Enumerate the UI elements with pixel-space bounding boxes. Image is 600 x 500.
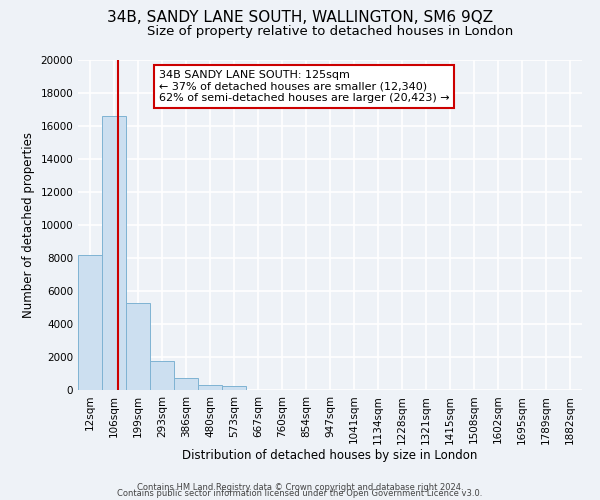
- X-axis label: Distribution of detached houses by size in London: Distribution of detached houses by size …: [182, 449, 478, 462]
- Bar: [78, 254, 102, 390]
- Bar: [222, 386, 246, 390]
- Text: Contains public sector information licensed under the Open Government Licence v3: Contains public sector information licen…: [118, 490, 482, 498]
- Y-axis label: Number of detached properties: Number of detached properties: [22, 132, 35, 318]
- Bar: [150, 361, 174, 390]
- Text: 34B SANDY LANE SOUTH: 125sqm
← 37% of detached houses are smaller (12,340)
62% o: 34B SANDY LANE SOUTH: 125sqm ← 37% of de…: [158, 70, 449, 103]
- Text: Contains HM Land Registry data © Crown copyright and database right 2024.: Contains HM Land Registry data © Crown c…: [137, 484, 463, 492]
- Bar: [102, 116, 126, 390]
- Bar: [174, 378, 198, 390]
- Text: 34B, SANDY LANE SOUTH, WALLINGTON, SM6 9QZ: 34B, SANDY LANE SOUTH, WALLINGTON, SM6 9…: [107, 10, 493, 25]
- Bar: [126, 302, 150, 390]
- Bar: [198, 385, 222, 390]
- Title: Size of property relative to detached houses in London: Size of property relative to detached ho…: [147, 25, 513, 38]
